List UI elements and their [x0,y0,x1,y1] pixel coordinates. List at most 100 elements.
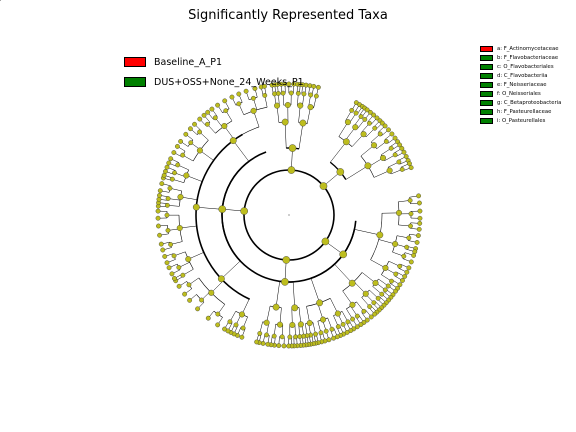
taxon-node [397,282,403,288]
taxon-node [287,334,293,340]
taxon-node [169,271,175,277]
taxon-node [195,306,200,312]
taxon-node [243,88,249,94]
taxon-node [284,102,291,109]
clade-arc [213,126,260,161]
taxon-node [279,334,285,340]
taxon-node [165,227,171,233]
taxon-node [289,321,296,328]
taxon-node [329,326,335,332]
taxon-node [221,123,228,130]
taxon-node [345,319,351,325]
taxon-node [223,108,229,114]
cladogram-nodes [155,81,423,349]
taxon-node [388,145,394,151]
taxon-node [166,265,172,271]
taxon-node [401,149,407,155]
sector-label-d: d [0,0,2,2]
clade-branch [345,165,369,180]
clade-branch [310,278,320,303]
taxon-node [313,93,319,99]
taxa-legend-label: i: O_Pasteurellales [497,117,546,124]
taxon-node [262,93,268,98]
taxon-node [236,101,242,107]
taxon-node [399,146,405,151]
sector-label-i: i [0,0,1,2]
taxon-node [334,310,341,317]
taxon-node [274,102,281,109]
taxon-node [155,215,161,221]
taxon-node [174,144,180,149]
taxon-node [229,137,237,144]
taxon-node [402,274,408,279]
taxon-node [168,242,174,247]
taxon-node [240,325,246,331]
taxon-node [178,139,184,144]
taxon-node [352,124,359,131]
taxon-node [182,291,187,297]
taxon-node [349,107,355,113]
taxon-node [238,311,245,318]
sector-label-a: a [0,0,2,2]
taxon-node [180,152,186,158]
taxon-node [218,205,227,213]
taxon-node [360,131,367,138]
taxon-node [380,154,387,161]
taxon-node [306,320,313,327]
taxon-node [362,117,368,122]
taxon-node [404,269,410,275]
taxon-node [286,81,292,87]
taxon-node [157,192,162,198]
taxa-legend-entry: i: O_Pasteurellales [480,116,561,125]
taxon-node [318,330,324,336]
ring-class [195,133,251,301]
taxon-node [185,256,192,263]
taxon-node [197,129,202,135]
taxon-node [215,102,220,108]
taxa-legend-entry: b: F_Flavobacteriaceae [480,53,561,62]
taxa-legend-entry: d: C_Flavobacteriia [480,71,561,80]
taxon-node [400,278,405,283]
taxon-node [382,123,388,129]
legend-swatch-baseline [124,57,146,67]
taxon-node [396,159,402,165]
taxa-legend-label: f: O_Neisseriales [497,90,541,97]
sector-label-e: e [0,0,2,2]
taxon-node [168,156,174,162]
sector-labels: abcdefghi [0,0,2,2]
taxon-node [379,120,385,126]
taxa-legend-swatch [480,54,493,61]
taxa-legend-label: c: O_Flavobacteriales [497,63,554,70]
taxon-node [348,279,356,287]
taxa-legend-entry: f: O_Neisseriales [480,89,561,98]
taxon-node [417,200,422,206]
taxon-node [272,303,280,311]
taxon-node [408,259,414,265]
taxon-node [389,278,394,284]
taxon-node [276,321,283,328]
taxon-node [389,131,395,137]
legend-entry-baseline: Baseline_A_P1 [124,52,304,72]
taxon-node [208,289,215,296]
chart-title: Significantly Represented Taxa [188,8,388,23]
taxa-legend-swatch [480,108,493,115]
taxon-node [215,322,221,328]
taxon-node [240,207,248,215]
taxon-node [281,118,289,126]
taxa-legend-swatch [480,99,493,106]
taxon-node [212,115,218,121]
taxa-legend-entry: e: F_Neisseriaceae [480,80,561,89]
taxon-node [205,109,211,115]
taxa-legend-entry: c: O_Flavobacteriales [480,62,561,71]
taxon-node [416,226,422,232]
taxon-node [339,250,348,259]
taxon-node [281,343,287,349]
taxa-legend-label: e: F_Neisseriaceae [497,81,547,88]
taxon-node [417,220,423,226]
taxon-node [158,241,164,247]
taxon-node [271,333,277,339]
taxon-node [372,311,378,317]
taxon-node [222,98,228,104]
taxon-node [362,290,369,297]
taxon-node [397,263,403,269]
